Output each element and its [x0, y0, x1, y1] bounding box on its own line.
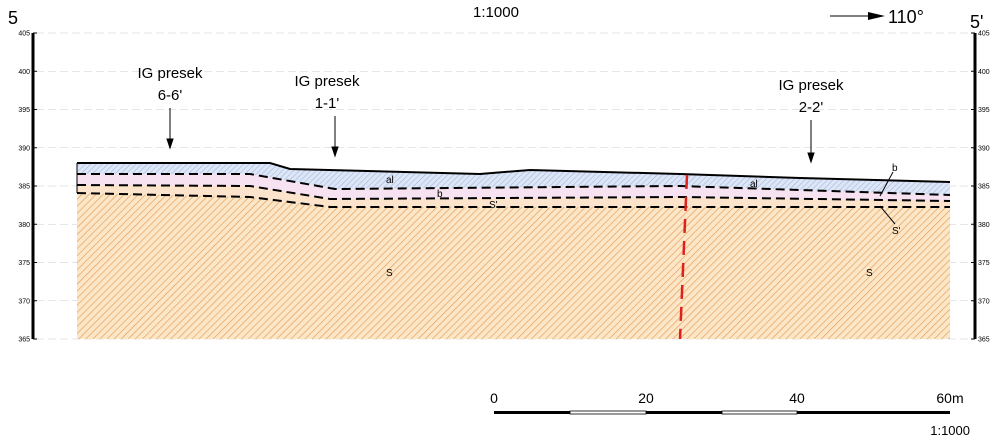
layer-label: al: [750, 179, 758, 190]
tick-label: 400: [18, 69, 30, 76]
boundary: [76, 184, 951, 202]
layer-label: b: [437, 189, 443, 200]
leader: [879, 205, 896, 225]
start-label: 5: [8, 8, 18, 28]
borehole-id: 2-2': [799, 99, 824, 116]
borehole-label: IG presek: [294, 73, 360, 90]
end-label: 5': [970, 12, 983, 32]
layer-label: al: [386, 175, 394, 186]
tick-label: 370: [18, 298, 30, 305]
borehole-id: 6-6': [158, 87, 183, 104]
tick-label: 375: [978, 260, 990, 267]
borehole-id: 1-1': [315, 95, 340, 112]
bar-segment: [569, 410, 647, 415]
bar-segment: [646, 411, 722, 414]
ground-surface: [77, 162, 951, 183]
leader: [879, 171, 894, 197]
scale-label: 1:1000: [930, 423, 970, 438]
tick-label: 390: [978, 145, 990, 152]
layer-label: S: [386, 268, 393, 279]
tick-label: 365: [18, 337, 30, 344]
tick-label: 370: [978, 298, 990, 305]
scale-title: 1:1000: [473, 4, 519, 21]
tick-label: 385: [978, 184, 990, 191]
boundary: [77, 173, 951, 196]
borehole-label: IG presek: [778, 77, 844, 94]
tick-label: 365: [978, 337, 990, 344]
bar-segment: [721, 410, 798, 415]
pointer-head: [331, 146, 339, 158]
scale-tick: 40: [789, 390, 805, 406]
layer-label: S': [892, 226, 901, 237]
layer-s: [77, 193, 950, 339]
tick-label: 385: [18, 184, 30, 191]
scale-bar: 0 20 40 60m 1:1000: [490, 390, 970, 438]
layer-label: S: [866, 268, 873, 279]
boundaries: [76, 173, 951, 208]
tick-label: 405: [18, 31, 30, 38]
layer-label: b: [892, 163, 898, 174]
scale-tick: 60m: [936, 390, 963, 406]
tick-label: 380: [978, 222, 990, 229]
boundary: [76, 192, 950, 208]
tick-label: 390: [18, 145, 30, 152]
layer-al: [77, 163, 950, 195]
tick-label: 395: [18, 107, 30, 114]
scale-tick: 0: [490, 390, 498, 406]
fault: [678, 174, 689, 340]
bar-segment: [494, 411, 570, 414]
tick-label: 375: [18, 260, 30, 267]
scale-tick: 20: [638, 390, 654, 406]
tick-label: 395: [978, 107, 990, 114]
borehole-label: IG presek: [137, 65, 203, 82]
layer-s-prime: [77, 185, 950, 207]
pointer-head: [807, 152, 815, 164]
arrow-head: [868, 12, 885, 20]
pointer-head: [166, 138, 174, 150]
tick-label: 400: [978, 69, 990, 76]
layer-label: S': [489, 200, 498, 211]
direction: 110°: [888, 7, 924, 27]
tick-label: 405: [978, 31, 990, 38]
tick-label: 380: [18, 222, 30, 229]
bar-segment: [797, 411, 950, 414]
